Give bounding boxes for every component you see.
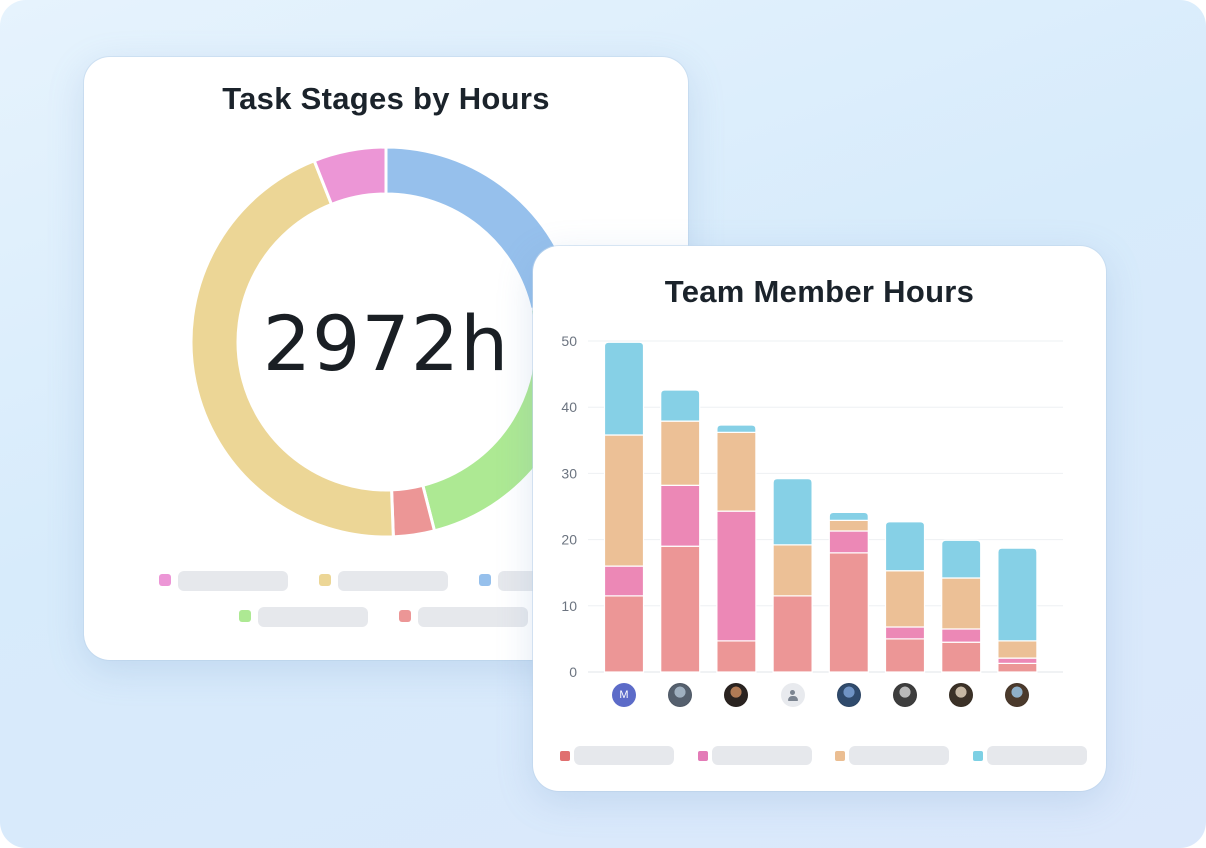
- bar-segment: [772, 595, 813, 673]
- donut-total-hours: 2972h: [262, 299, 510, 388]
- bar-chart-title: Team Member Hours: [664, 274, 975, 309]
- y-tick-label: 20: [561, 532, 577, 548]
- legend-label-placeholder: [338, 571, 448, 591]
- bar-segment: [828, 511, 869, 522]
- bar-segment: [603, 565, 645, 597]
- legend-label-placeholder: [418, 607, 528, 627]
- legend-swatch: [319, 574, 331, 586]
- legend-swatch: [697, 751, 708, 761]
- legend-swatch: [835, 751, 845, 761]
- legend-swatch: [479, 574, 491, 586]
- legend-label-placeholder: [574, 746, 674, 765]
- y-tick-label: 50: [561, 333, 577, 349]
- bar-segment: [772, 544, 813, 597]
- bar-segment: [884, 638, 926, 673]
- donut-slice-3: [189, 158, 395, 539]
- member-avatar-photo: [836, 683, 861, 707]
- bar-segment: [828, 530, 869, 554]
- bar-segment: [603, 341, 645, 436]
- bar-segment: [660, 545, 701, 673]
- member-avatar-photo: [1005, 683, 1030, 707]
- bar-segment: [997, 662, 1038, 673]
- member-avatar-photo: [668, 683, 693, 707]
- legend-swatch: [239, 610, 251, 622]
- legend-swatch: [972, 751, 983, 761]
- user-icon: [780, 683, 805, 707]
- member-avatar-photo: [893, 683, 917, 707]
- y-tick-label: 30: [561, 465, 577, 481]
- bar-segment: [828, 519, 869, 532]
- bar-segment: [660, 389, 701, 422]
- legend-swatch: [560, 751, 570, 761]
- legend-swatch: [159, 574, 171, 586]
- y-tick-label: 40: [561, 399, 577, 415]
- legend-label-placeholder: [258, 607, 368, 627]
- member-avatar-photo: [724, 683, 749, 707]
- legend-swatch: [399, 610, 411, 622]
- bar-segment: [941, 577, 982, 630]
- bar-segment: [941, 641, 982, 673]
- bar-segment: [884, 570, 926, 628]
- donut-slice-4: [312, 145, 388, 207]
- member-avatar-initial: M: [612, 683, 636, 707]
- bar-segment: [997, 547, 1038, 642]
- bar-segment: [884, 521, 926, 572]
- bar-segment: [828, 552, 869, 673]
- bar-segment: [941, 628, 982, 643]
- legend-label-placeholder: [711, 746, 812, 765]
- bar-segment: [772, 478, 813, 546]
- member-avatar-photo: [949, 683, 974, 707]
- legend-label-placeholder: [849, 746, 949, 765]
- bar-segment: [997, 640, 1038, 659]
- bar-segment: [997, 657, 1038, 664]
- bar-segment: [716, 431, 757, 512]
- y-tick-label: 10: [561, 598, 577, 614]
- legend-label-placeholder: [986, 746, 1087, 765]
- team-member-hours-card: Team Member Hours 0 10 20 30 40 50 M: [533, 246, 1106, 791]
- bar-segment: [603, 595, 645, 673]
- bar-segment: [660, 420, 701, 486]
- bar-segment: [716, 510, 757, 642]
- stacked-bar-chart: 0 10 20 30 40 50: [561, 333, 1063, 680]
- bar-segment: [884, 626, 926, 640]
- bar-segment: [716, 640, 757, 673]
- y-tick-label: 0: [569, 664, 577, 680]
- bar-segment: [716, 424, 757, 433]
- bar-segment: [603, 434, 645, 567]
- bar-segment: [660, 484, 701, 547]
- legend-label-placeholder: [178, 571, 288, 591]
- bar-segment: [941, 539, 982, 579]
- donut-chart-title: Task Stages by Hours: [222, 81, 550, 116]
